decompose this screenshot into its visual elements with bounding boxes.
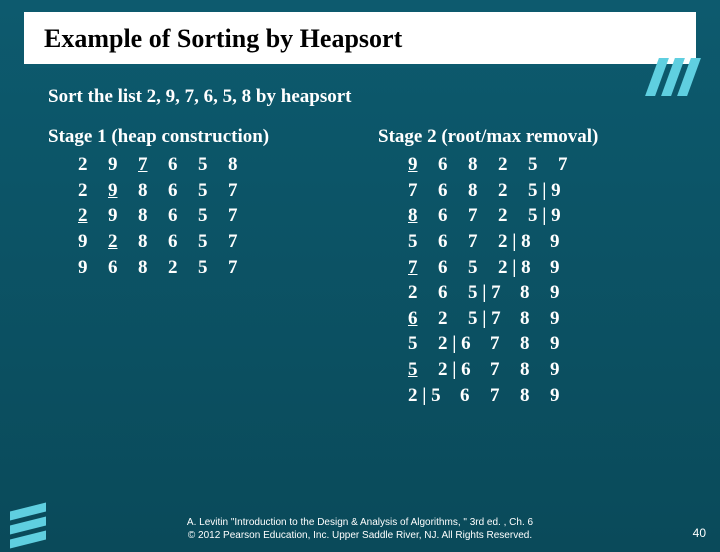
table-row: 928657 bbox=[48, 229, 378, 255]
footer-citation: A. Levitin "Introduction to the Design &… bbox=[0, 516, 720, 542]
page-number: 40 bbox=[693, 526, 706, 540]
stage1-data: 297658 298657 298657 928657 968257 bbox=[48, 152, 378, 280]
decoration-bottom-left bbox=[10, 507, 46, 544]
table-row: 52 | 6789 bbox=[378, 331, 698, 357]
table-row: 968257 bbox=[48, 255, 378, 281]
decoration-top-right bbox=[652, 58, 694, 96]
content-columns: Stage 1 (heap construction) 297658 29865… bbox=[48, 126, 720, 408]
stage1-column: Stage 1 (heap construction) 297658 29865… bbox=[48, 126, 378, 408]
subtitle: Sort the list 2, 9, 7, 6, 5, 8 by heapso… bbox=[48, 86, 720, 108]
stage1-title: Stage 1 (heap construction) bbox=[48, 126, 378, 148]
table-row: 7652 | 89 bbox=[378, 255, 698, 281]
table-row: 76825 | 9 bbox=[378, 178, 698, 204]
table-row: 86725 | 9 bbox=[378, 203, 698, 229]
table-row: 968257 bbox=[378, 152, 698, 178]
table-row: 625 | 789 bbox=[378, 306, 698, 332]
footer-line1: A. Levitin "Introduction to the Design &… bbox=[0, 516, 720, 529]
slide-title: Example of Sorting by Heapsort bbox=[24, 12, 696, 68]
table-row: 297658 bbox=[48, 152, 378, 178]
table-row: 2 | 56789 bbox=[378, 383, 698, 409]
stage2-data: 968257 76825 | 9 86725 | 9 5672 | 89 765… bbox=[378, 152, 698, 408]
stage2-column: Stage 2 (root/max removal) 968257 76825 … bbox=[378, 126, 698, 408]
table-row: 52 | 6789 bbox=[378, 357, 698, 383]
stage2-title: Stage 2 (root/max removal) bbox=[378, 126, 698, 148]
table-row: 298657 bbox=[48, 178, 378, 204]
table-row: 265 | 789 bbox=[378, 280, 698, 306]
footer-line2: © 2012 Pearson Education, Inc. Upper Sad… bbox=[0, 529, 720, 542]
table-row: 5672 | 89 bbox=[378, 229, 698, 255]
table-row: 298657 bbox=[48, 203, 378, 229]
